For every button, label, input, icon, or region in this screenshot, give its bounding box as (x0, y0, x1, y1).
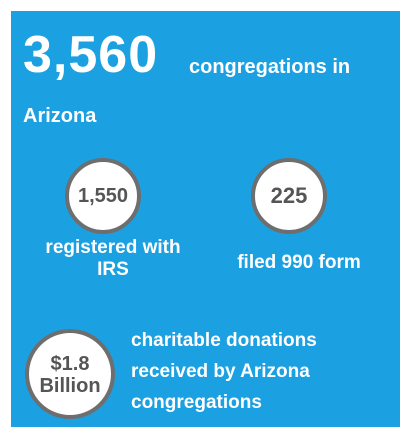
donations-text-line3: congregations (131, 392, 262, 413)
registered-label: registered with IRS (25, 237, 201, 281)
infographic-panel: 3,560 congregations in Arizona 1,550 reg… (11, 11, 400, 427)
registered-label-line2: IRS (97, 259, 129, 280)
donations-text-line2: received by Arizona (131, 361, 310, 382)
donations-amount-line2: Billion (39, 375, 101, 397)
donations-text-line1: charitable donations (131, 330, 317, 351)
congregation-count: 3,560 (23, 26, 159, 84)
donations-amount-circle: $1.8 Billion (25, 329, 115, 419)
filed-990-label: filed 990 form (237, 252, 361, 273)
donations-amount-line1: $1.8 (50, 353, 90, 375)
filed-990-count-value: 225 (270, 183, 308, 208)
donations-description: charitable donations received by Arizona… (131, 325, 393, 418)
registered-label-line1: registered with (45, 237, 181, 258)
headline-text-line2: Arizona (23, 105, 97, 127)
registered-count-circle: 1,550 (65, 158, 141, 234)
registered-count-value: 1,550 (77, 184, 129, 207)
filed-990-count-circle: 225 (251, 158, 327, 234)
headline-text-line1: congregations in (189, 56, 351, 78)
